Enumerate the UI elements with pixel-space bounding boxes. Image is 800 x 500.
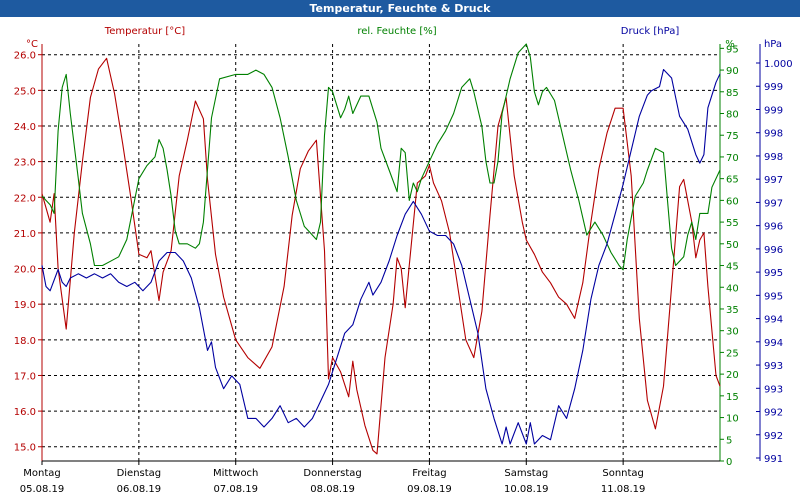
time-tick-day: Donnerstag [303, 468, 361, 479]
time-tick-date: 10.08.19 [504, 484, 549, 495]
time-tick-day: Sonntag [602, 468, 644, 479]
temperature-tick-label: 25.0 [14, 86, 36, 97]
time-tick-day: Montag [23, 468, 60, 479]
pressure-tick-label: 998 [764, 152, 783, 163]
pressure-tick-label: 997 [764, 198, 783, 209]
pressure-tick-label: 1.000 [764, 59, 793, 70]
temperature-tick-label: 15.0 [14, 443, 36, 454]
time-tick-date: 09.08.19 [407, 484, 452, 495]
humidity-tick-label: 25 [726, 348, 739, 359]
time-tick-day: Dienstag [117, 468, 162, 479]
humidity-tick-label: 40 [726, 283, 739, 294]
humidity-tick-label: 65 [726, 175, 739, 186]
temperature-axis-title: Temperatur [°C] [104, 26, 185, 37]
humidity-tick-label: 20 [726, 370, 739, 381]
temperature-tick-label: 20.0 [14, 265, 36, 276]
pressure-tick-label: 994 [764, 315, 783, 326]
pressure-tick-label: 993 [764, 361, 783, 372]
pressure-tick-label: 991 [764, 454, 783, 465]
time-tick-date: 06.08.19 [117, 484, 162, 495]
time-tick-date: 11.08.19 [601, 484, 646, 495]
time-tick-day: Freitag [412, 468, 446, 479]
humidity-axis-title: rel. Feuchte [%] [357, 26, 436, 37]
temperature-tick-label: 17.0 [14, 371, 36, 382]
time-tick-day: Mittwoch [213, 468, 258, 479]
temperature-tick-label: 19.0 [14, 300, 36, 311]
humidity-tick-label: 10 [726, 414, 739, 425]
chart-area: Temperatur [°C] rel. Feuchte [%] Druck [… [0, 17, 800, 500]
pressure-unit-label: hPa [764, 39, 782, 50]
temperature-tick-label: 18.0 [14, 336, 36, 347]
humidity-tick-label: 85 [726, 88, 739, 99]
temperature-tick-label: 26.0 [14, 51, 36, 62]
pressure-axis-title: Druck [hPa] [621, 26, 680, 37]
temperature-tick-label: 22.0 [14, 193, 36, 204]
pressure-tick-label: 995 [764, 291, 783, 302]
pressure-tick-label: 995 [764, 268, 783, 279]
humidity-tick-label: 30 [726, 327, 739, 338]
time-tick-date: 08.08.19 [310, 484, 355, 495]
pressure-tick-label: 999 [764, 82, 783, 93]
chart-background [0, 17, 800, 500]
pressure-tick-label: 994 [764, 338, 783, 349]
temperature-tick-label: 16.0 [14, 407, 36, 418]
pressure-tick-label: 996 [764, 245, 783, 256]
humidity-tick-label: 45 [726, 262, 739, 273]
pressure-tick-label: 997 [764, 175, 783, 186]
humidity-tick-label: 95 [726, 44, 739, 55]
axes [41, 44, 761, 462]
time-axis: Montag 05.08.19 Dienstag 06.08.19 Mittwoch 07… [20, 461, 646, 495]
humidity-tick-label: 60 [726, 196, 739, 207]
temperature-line [41, 57, 721, 455]
pressure-tick-label: 993 [764, 384, 783, 395]
time-tick-date: 07.08.19 [213, 484, 258, 495]
temperature-tick-label: 23.0 [14, 158, 36, 169]
humidity-unit-label: % [725, 39, 735, 50]
temperature-unit-label: °C [26, 39, 38, 50]
pressure-axis: 991 992 992 993 993 994 994 995 995 996 996 997 997 9… [756, 59, 793, 465]
humidity-tick-label: 55 [726, 218, 739, 229]
humidity-tick-label: 75 [726, 131, 739, 142]
pressure-tick-label: 996 [764, 222, 783, 233]
series-lines [41, 43, 721, 455]
humidity-line [41, 43, 721, 271]
humidity-tick-label: 50 [726, 240, 739, 251]
pressure-tick-label: 992 [764, 408, 783, 419]
temperature-tick-label: 24.0 [14, 122, 36, 133]
chart-title: Temperatur, Feuchte & Druck [0, 0, 800, 17]
pressure-tick-label: 992 [764, 431, 783, 442]
pressure-tick-label: 998 [764, 129, 783, 140]
humidity-tick-label: 80 [726, 110, 739, 121]
humidity-tick-label: 0 [726, 457, 732, 468]
humidity-tick-label: 90 [726, 66, 739, 77]
pressure-line [41, 68, 721, 445]
humidity-tick-label: 35 [726, 305, 739, 316]
temperature-tick-label: 21.0 [14, 229, 36, 240]
pressure-tick-label: 999 [764, 105, 783, 116]
time-tick-day: Samstag [504, 468, 548, 479]
humidity-tick-label: 70 [726, 153, 739, 164]
humidity-tick-label: 15 [726, 392, 739, 403]
time-tick-date: 05.08.19 [20, 484, 65, 495]
humidity-axis: 0 5 10 15 20 25 30 35 40 45 50 55 60 65 70 75 80 85 90 95 [720, 44, 739, 468]
humidity-tick-label: 5 [726, 435, 732, 446]
temperature-axis: 15.0 16.0 17.0 18.0 19.0 20.0 21.0 22.0 23.0 24.0… [14, 51, 42, 454]
